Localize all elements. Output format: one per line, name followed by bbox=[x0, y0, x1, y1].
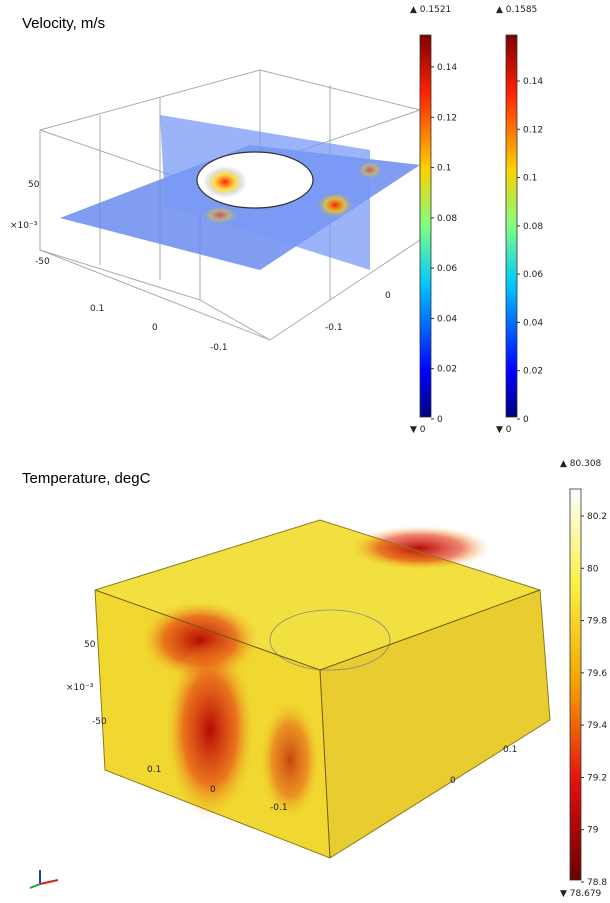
axis-label: 0 bbox=[385, 291, 391, 301]
axis-triad bbox=[29, 870, 59, 889]
colorbar-tick-label: 0 bbox=[523, 415, 529, 425]
axis-label: 0.1 bbox=[90, 304, 104, 314]
colorbar-min: ▼ 78.679 bbox=[560, 889, 602, 899]
colorbar-tick-label: 79.6 bbox=[587, 669, 607, 679]
axis-label: ×10⁻³ bbox=[10, 221, 38, 231]
colorbar-tick-label: 80.2 bbox=[587, 512, 607, 522]
axis-label: 50 bbox=[84, 640, 96, 650]
colorbar-tick-label: 0.12 bbox=[523, 125, 543, 135]
axis-label: 0 bbox=[210, 785, 216, 795]
colorbar-max: ▲ 0.1585 bbox=[496, 5, 537, 15]
temperature-plot bbox=[94, 519, 551, 859]
colorbar-tick-label: 0.1 bbox=[437, 164, 451, 174]
axis-label: -50 bbox=[35, 257, 50, 267]
axis-label: -0.1 bbox=[325, 323, 343, 333]
colorbar-tick-label: 0.08 bbox=[437, 214, 457, 224]
axis-label: -50 bbox=[92, 717, 107, 727]
axis-label: 0.1 bbox=[147, 765, 161, 775]
axis-label: -0.1 bbox=[210, 343, 228, 353]
axis-label: -0.1 bbox=[270, 803, 288, 813]
colorbar-tick-label: 0.14 bbox=[523, 77, 543, 87]
colorbar-tick-label: 0.04 bbox=[437, 314, 457, 324]
colorbar-tick-label: 79 bbox=[587, 826, 599, 836]
colorbar-max: ▲ 0.1521 bbox=[410, 5, 451, 15]
colorbar-min: ▼ 0 bbox=[496, 425, 512, 435]
colorbar-tick-label: 79.4 bbox=[587, 721, 607, 731]
colorbar-max: ▲ 80.308 bbox=[560, 459, 602, 469]
colorbar-tick-label: 0.06 bbox=[523, 270, 543, 280]
axis-label: ×10⁻³ bbox=[66, 683, 94, 693]
colorbar-tick-label: 79.8 bbox=[587, 617, 607, 627]
colorbar bbox=[569, 488, 582, 881]
velocity-plot bbox=[39, 69, 421, 341]
colorbar-tick-label: 0.12 bbox=[437, 113, 457, 123]
axis-label: 50 bbox=[28, 180, 40, 190]
colorbar-tick-label: 0.14 bbox=[437, 63, 457, 73]
axis-label: 0.1 bbox=[503, 745, 517, 755]
colorbar-tick-label: 79.2 bbox=[587, 773, 607, 783]
colorbar-tick-label: 0.02 bbox=[523, 367, 543, 377]
colorbar-tick-label: 80 bbox=[587, 564, 599, 574]
colorbar bbox=[505, 34, 518, 418]
colorbar-tick-label: 78.8 bbox=[587, 878, 607, 888]
colorbar-tick-label: 0.04 bbox=[523, 318, 543, 328]
panel-title: Temperature, degC bbox=[22, 470, 151, 487]
colorbar bbox=[419, 34, 432, 418]
axis-label: 0 bbox=[152, 323, 158, 333]
colorbar-min: ▼ 0 bbox=[410, 425, 426, 435]
colorbar-tick-label: 0.08 bbox=[523, 222, 543, 232]
colorbar-tick-label: 0.1 bbox=[523, 174, 537, 184]
colorbar-tick-label: 0.06 bbox=[437, 264, 457, 274]
axis-label: 0 bbox=[450, 776, 456, 786]
colorbar-tick-label: 0 bbox=[437, 415, 443, 425]
colorbar-tick-label: 0.02 bbox=[437, 365, 457, 375]
panel-title: Velocity, m/s bbox=[22, 15, 105, 32]
